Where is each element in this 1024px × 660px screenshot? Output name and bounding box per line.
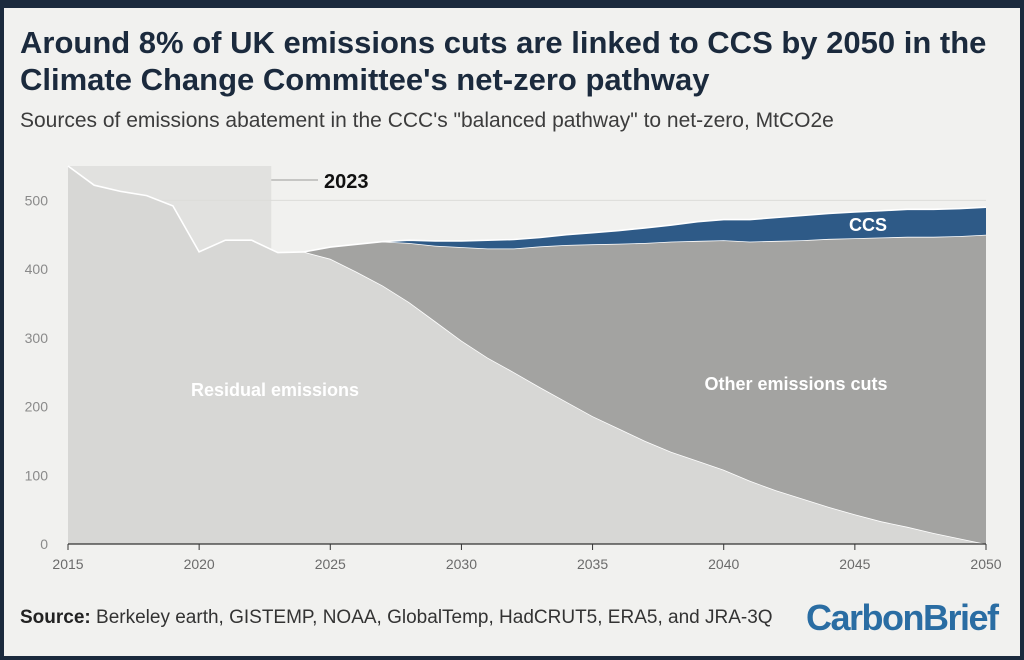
x-tick-label-2030: 2030 [446, 556, 477, 572]
source-label: Source: [20, 607, 91, 628]
chart-subtitle: Sources of emissions abatement in the CC… [20, 109, 834, 132]
label-ccs: CCS [849, 215, 887, 235]
label-other-emissions-cuts: Other emissions cuts [704, 374, 887, 394]
label-residual-emissions: Residual emissions [191, 380, 359, 400]
logo-part-brief: Brief [923, 597, 999, 638]
x-tick-label-2050: 2050 [970, 556, 1001, 572]
y-tick-label-0: 0 [40, 536, 48, 552]
x-tick-label-2020: 2020 [184, 556, 215, 572]
y-tick-label-300: 300 [25, 330, 49, 346]
y-tick-label-200: 200 [25, 399, 49, 415]
annotation-2023: 2023 [324, 171, 369, 193]
chart-title: Around 8% of UK emissions cuts are linke… [20, 25, 987, 97]
carbonbrief-logo: CarbonBrief [806, 597, 999, 638]
source-note: Source: Berkeley earth, GISTEMP, NOAA, G… [20, 606, 773, 630]
y-tick-label-400: 400 [25, 261, 49, 277]
x-tick-label-2025: 2025 [315, 556, 346, 572]
series-area-other-cuts [68, 166, 986, 544]
x-tick-label-2035: 2035 [577, 556, 608, 572]
series-area-ccs [68, 166, 986, 253]
x-tick-label-2040: 2040 [708, 556, 739, 572]
series-area-residual [68, 166, 986, 544]
y-tick-label-100: 100 [25, 467, 49, 483]
source-text: Berkeley earth, GISTEMP, NOAA, GlobalTem… [96, 607, 773, 628]
y-tick-label-500: 500 [25, 192, 49, 208]
series-area-ccs-edge [382, 206, 987, 243]
x-tick-label-2015: 2015 [52, 556, 83, 572]
x-tick-label-2045: 2045 [839, 556, 870, 572]
logo-part-carbon: Carbon [806, 597, 925, 638]
